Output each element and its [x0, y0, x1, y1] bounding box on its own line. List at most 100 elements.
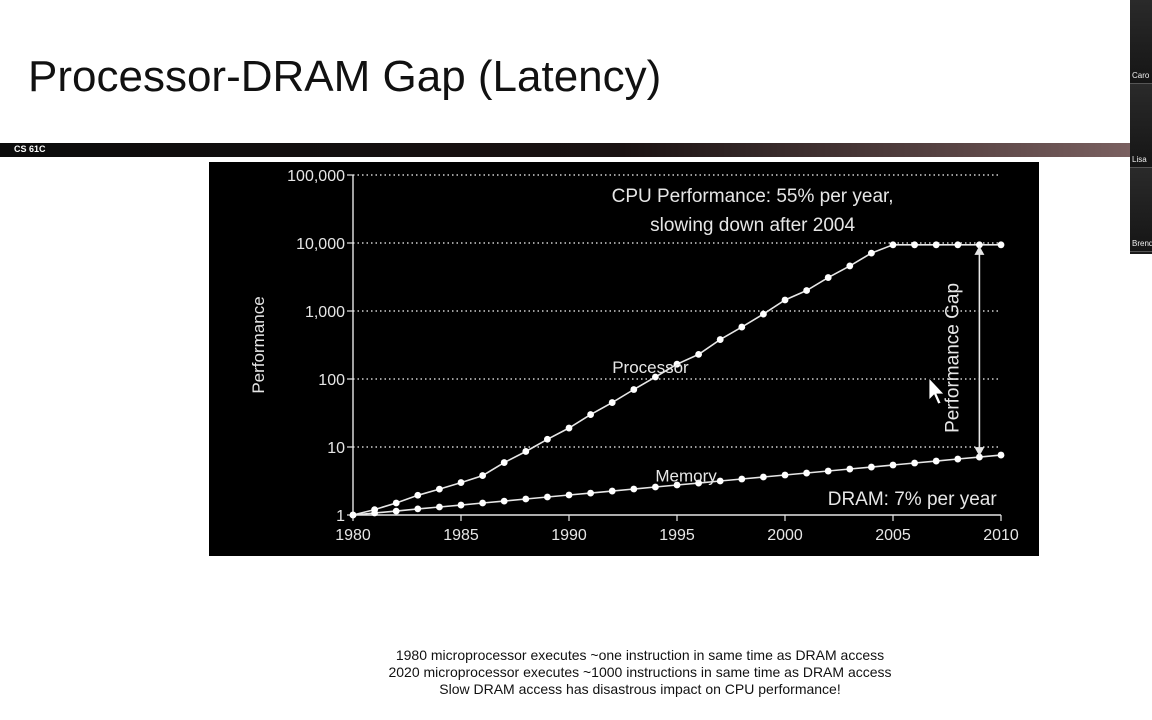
processor-point — [673, 360, 681, 368]
processor-point — [781, 296, 789, 304]
memory-point — [976, 453, 983, 461]
y-tick-label: 100 — [318, 372, 345, 389]
y-tick-label: 100,000 — [287, 168, 345, 185]
processor-point — [846, 262, 854, 270]
memory-point — [522, 495, 530, 503]
processor-point — [868, 249, 875, 257]
processor-point — [630, 386, 638, 393]
processor-point — [803, 287, 810, 294]
caption-line: 1980 microprocessor executes ~one instru… — [395, 647, 885, 663]
series-layer — [349, 241, 1005, 519]
x-tick-label: 1980 — [335, 527, 371, 544]
processor-point — [738, 323, 746, 331]
processor-point — [976, 241, 983, 249]
memory-point — [608, 487, 616, 495]
processor-point — [954, 241, 962, 249]
memory-point — [479, 499, 486, 507]
y-tick-label: 1,000 — [305, 304, 345, 321]
processor-point — [695, 351, 702, 358]
processor-point — [457, 479, 465, 486]
label-layer: Processor Memory CPU Performance: 55% per … — [612, 186, 998, 510]
processor-point — [436, 485, 443, 493]
processor-series-label: Processor — [612, 358, 689, 377]
processor-point — [911, 241, 918, 249]
memory-point — [716, 477, 724, 485]
x-tick-label: 2005 — [875, 527, 911, 544]
cpu-performance-note: CPU Performance: 55% per year, — [612, 186, 894, 207]
y-tick-label: 1 — [336, 508, 345, 525]
participant-tile[interactable]: Brend — [1130, 168, 1152, 252]
slide-caption: 1980 microprocessor executes ~one instru… — [330, 647, 950, 698]
memory-point — [565, 491, 573, 499]
x-tick-label: 1985 — [443, 527, 479, 544]
axes-layer: 1 10 100 1,000 10,000 100,000 1980 1985 1990 1995… — [249, 168, 1019, 544]
performance-chart: 1 10 100 1,000 10,000 100,000 1980 1985 1990 1995… — [209, 162, 1039, 556]
processor-point — [932, 241, 940, 249]
mouse-cursor-icon — [928, 376, 945, 405]
participant-video-strip: Caro Lisa Brend — [1130, 0, 1152, 254]
gap-arrowhead-up — [974, 245, 985, 255]
participant-name: Caro — [1132, 71, 1150, 80]
caption-line: 2020 microprocessor executes ~1000 instr… — [388, 664, 892, 680]
participant-tile[interactable]: Lisa — [1130, 84, 1152, 168]
processor-point — [716, 336, 724, 343]
participant-name: Lisa — [1132, 155, 1147, 164]
memory-point — [738, 475, 746, 483]
x-tick-label: 1995 — [659, 527, 695, 544]
performance-gap-label: Performance Gap — [942, 283, 963, 433]
slide-title: Processor-DRAM Gap (Latency) — [28, 52, 662, 101]
memory-point — [932, 457, 940, 465]
y-axis-label: Performance — [249, 296, 268, 393]
memory-point — [889, 461, 897, 469]
memory-series-label: Memory — [655, 467, 717, 486]
processor-point — [544, 435, 551, 443]
processor-point — [608, 399, 616, 406]
y-tick-label: 10 — [327, 440, 345, 457]
x-tick-label: 2000 — [767, 527, 803, 544]
memory-point — [392, 507, 400, 515]
participant-name: Brend — [1132, 239, 1152, 248]
x-tick-label: 2010 — [983, 527, 1019, 544]
memory-point — [997, 451, 1005, 459]
memory-point — [414, 505, 422, 513]
memory-point — [630, 485, 638, 493]
memory-point — [457, 501, 465, 509]
cpu-performance-note: slowing down after 2004 — [650, 215, 855, 236]
memory-point — [695, 479, 702, 487]
course-banner: CS 61C — [0, 143, 1130, 157]
memory-point — [500, 497, 508, 505]
processor-point — [652, 373, 659, 381]
dram-performance-note: DRAM: 7% per year — [828, 489, 998, 510]
processor-point — [587, 411, 594, 418]
chart-canvas: 1 10 100 1,000 10,000 100,000 1980 1985 1990 1995… — [249, 168, 1019, 544]
processor-point — [824, 274, 832, 281]
memory-point — [954, 455, 962, 463]
processor-point — [565, 424, 573, 432]
memory-point — [673, 481, 681, 489]
memory-point — [781, 471, 789, 479]
x-tick-label: 1990 — [551, 527, 587, 544]
memory-point — [846, 465, 854, 473]
processor-point — [392, 499, 400, 507]
memory-point — [587, 489, 594, 497]
memory-point — [544, 493, 551, 501]
memory-point — [371, 509, 378, 517]
gap-arrowhead-down — [974, 447, 985, 457]
memory-point — [760, 473, 767, 481]
processor-point — [889, 241, 897, 249]
memory-point — [803, 469, 810, 477]
processor-point — [500, 459, 508, 466]
processor-point — [414, 491, 422, 499]
memory-point — [436, 503, 443, 511]
memory-point — [911, 459, 918, 467]
y-tick-label: 10,000 — [296, 236, 345, 253]
participant-tile[interactable]: Caro — [1130, 0, 1152, 84]
processor-point — [997, 241, 1005, 249]
memory-point — [652, 483, 659, 491]
memory-point — [349, 511, 357, 519]
caption-line: Slow DRAM access has disastrous impact o… — [439, 681, 841, 697]
processor-point — [760, 310, 767, 318]
course-label: CS 61C — [14, 144, 46, 154]
processor-point — [479, 472, 486, 479]
memory-point — [824, 467, 832, 475]
